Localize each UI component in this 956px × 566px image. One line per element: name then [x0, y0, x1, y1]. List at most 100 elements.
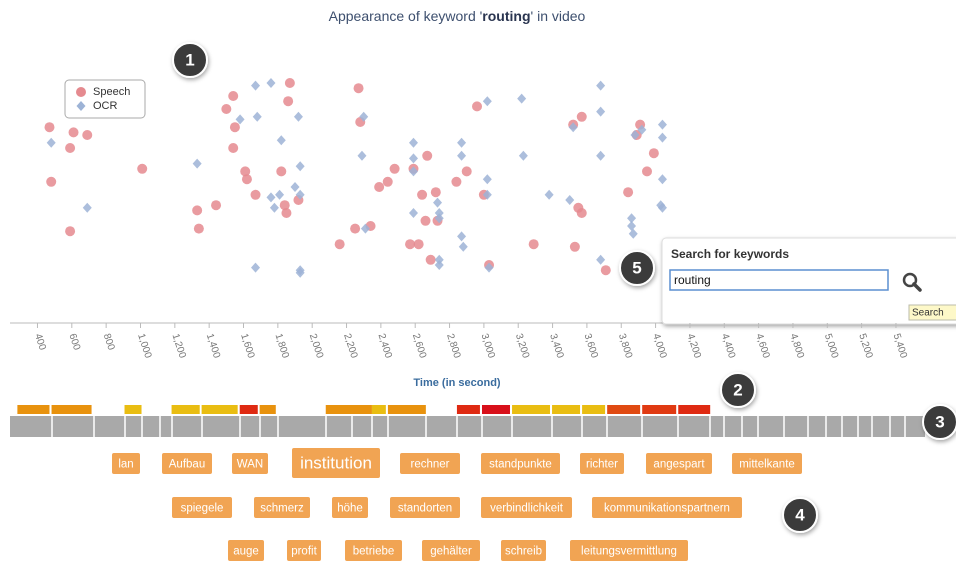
- x-tick-label: 2,200: [341, 332, 359, 360]
- x-tick-label: 4,800: [788, 332, 806, 360]
- callouts: 1 2 3 4 5: [172, 42, 956, 533]
- timeline-segment: [552, 405, 581, 414]
- speech-point: [250, 189, 261, 200]
- callout-badge: [720, 372, 756, 408]
- ocr-point: [628, 228, 638, 239]
- keyword-label: schmerz: [260, 503, 304, 515]
- callout-number: 4: [795, 505, 805, 524]
- speech-point: [228, 91, 239, 101]
- x-tick-label: 2,600: [410, 332, 428, 360]
- ocr-point: [657, 174, 667, 185]
- speech-point: [528, 239, 539, 250]
- ocr-point: [484, 262, 494, 273]
- keyword-tag: [254, 497, 310, 518]
- x-axis-label: Time (in second): [413, 377, 501, 389]
- keyword-tag: [287, 540, 321, 561]
- speech-point: [46, 176, 57, 187]
- keyword-tag: [332, 497, 368, 518]
- title-text: ' in video: [531, 8, 586, 24]
- keyword-label: leitungsvermittlung: [581, 546, 677, 558]
- ocr-point: [290, 182, 300, 192]
- callout-badge: [619, 250, 655, 286]
- ocr-point: [408, 153, 418, 164]
- speech-point: [241, 174, 252, 185]
- ocr-point: [46, 137, 56, 148]
- keyword-label: profit: [291, 546, 317, 558]
- search-icon: [902, 272, 918, 288]
- speech-point: [228, 143, 239, 153]
- ocr-point: [82, 202, 92, 213]
- x-tick-label: 800: [101, 332, 117, 352]
- keyword-label: lan: [118, 459, 133, 471]
- timeline-segment: [582, 405, 606, 414]
- x-tick-label: 5,400: [891, 332, 909, 360]
- search-input[interactable]: [669, 269, 889, 291]
- x-tick-label: 3,000: [479, 332, 497, 360]
- speech-point: [461, 166, 472, 177]
- timeline-segment: [259, 405, 276, 414]
- ocr-point: [482, 174, 492, 185]
- keyword-label: gehälter: [430, 546, 472, 558]
- speech-point: [281, 208, 292, 218]
- ocr-point: [518, 150, 528, 161]
- timeline-segment: [678, 405, 711, 414]
- keyword-label: spiegele: [181, 503, 224, 515]
- ocr-point: [276, 135, 286, 146]
- ocr-point: [359, 111, 369, 122]
- timeline-segment: [239, 405, 258, 414]
- legend-label: Speech: [93, 86, 130, 98]
- x-tick-label: 5,000: [822, 332, 840, 360]
- x-tick-label: 3,200: [513, 332, 531, 360]
- ocr-point: [408, 137, 418, 148]
- speech-point: [68, 127, 79, 138]
- title-text: Appearance of keyword ': [329, 8, 483, 24]
- ocr-point: [596, 254, 606, 265]
- ocr-point: [192, 158, 202, 169]
- callout-number: 5: [632, 258, 641, 277]
- speech-point: [350, 223, 361, 234]
- ocr-point: [657, 132, 667, 143]
- x-tick-label: 2,800: [444, 332, 462, 360]
- speech-point: [413, 239, 424, 250]
- speech-point: [642, 166, 652, 177]
- speech-point: [82, 130, 93, 140]
- ocr-point: [457, 137, 467, 148]
- search-button[interactable]: [902, 272, 922, 292]
- speech-point: [417, 189, 428, 200]
- timeline: [17, 405, 711, 414]
- speech-point: [648, 148, 659, 159]
- ocr-point: [565, 195, 575, 205]
- ocr-point: [251, 80, 261, 91]
- ocr-point: [568, 122, 578, 133]
- keyword-tag: [400, 453, 460, 474]
- keyword-tag: [580, 453, 624, 474]
- x-tick-label: 4,400: [719, 332, 737, 360]
- tooltip: [908, 304, 956, 321]
- ocr-point: [266, 192, 276, 203]
- ocr-point: [235, 114, 245, 125]
- x-tick-label: 3,400: [547, 332, 565, 360]
- x-tick-label: 1,400: [204, 332, 222, 360]
- keyword-tag: [646, 453, 712, 474]
- speech-point: [221, 104, 232, 114]
- keyword-label: kommunikationspartnern: [604, 503, 730, 515]
- plot: [44, 78, 667, 278]
- ocr-point: [457, 231, 467, 242]
- speech-point: [569, 241, 580, 252]
- ocr-point: [630, 130, 640, 140]
- speech-point: [65, 143, 76, 153]
- keyword-label: rechner: [411, 459, 450, 471]
- keyword-label: auge: [233, 546, 259, 558]
- ocr-point: [434, 254, 444, 265]
- chart-title: Appearance of keyword 'routing' in video: [329, 8, 586, 24]
- callout-number: 3: [935, 412, 944, 431]
- legend: Speech OCR: [64, 79, 146, 119]
- speech-point: [472, 101, 483, 112]
- x-tick-label: 4,600: [753, 332, 771, 360]
- ocr-point: [275, 189, 285, 200]
- ocr-point: [295, 189, 305, 200]
- ocr-point: [482, 189, 492, 200]
- speech-point: [279, 200, 290, 211]
- keyword-tag: [292, 448, 380, 478]
- keyword-tag: [228, 540, 264, 561]
